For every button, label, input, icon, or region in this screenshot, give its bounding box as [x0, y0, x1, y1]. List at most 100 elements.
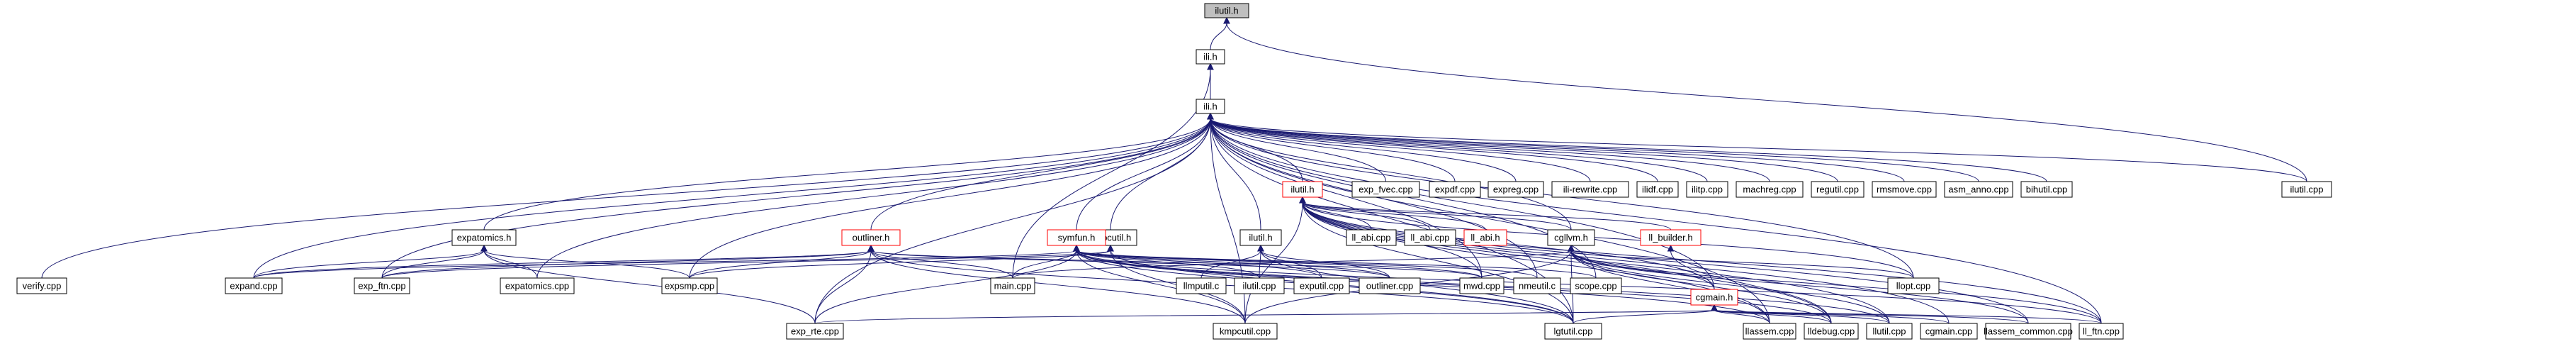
- node-label: symfun.h: [1058, 233, 1096, 243]
- node-label: kmpcutil.cpp: [1220, 326, 1271, 337]
- graph-node[interactable]: ll_abi.cpp: [1346, 229, 1397, 246]
- node-label: exputil.cpp: [1300, 281, 1344, 292]
- dependency-edge: [1210, 118, 1770, 324]
- graph-node[interactable]: ilutil.cpp: [2281, 181, 2332, 198]
- graph-node[interactable]: nmeutil.c: [1513, 277, 1561, 294]
- graph-node[interactable]: llmputil.c: [1176, 277, 1227, 294]
- graph-node[interactable]: machreg.cpp: [1736, 181, 1804, 198]
- dependency-edge: [1570, 250, 1832, 324]
- graph-node[interactable]: ll_builder.h: [1640, 229, 1702, 246]
- graph-node[interactable]: ilitp.cpp: [1686, 181, 1728, 198]
- node-label: bihutil.cpp: [2026, 184, 2068, 195]
- graph-node[interactable]: rmsmove.cpp: [1872, 181, 1937, 198]
- graph-node[interactable]: expatomics.cpp: [500, 277, 575, 294]
- graph-node[interactable]: outliner.cpp: [1359, 277, 1421, 294]
- graph-node[interactable]: main.cpp: [990, 277, 1035, 294]
- graph-node[interactable]: lgtutil.cpp: [1544, 323, 1602, 340]
- node-label: outliner.h: [853, 233, 890, 243]
- graph-node[interactable]: verify.cpp: [16, 277, 67, 294]
- graph-node[interactable]: expand.cpp: [225, 277, 283, 294]
- dependency-edge: [1570, 250, 2029, 324]
- dependency-edge: [1714, 309, 1770, 324]
- node-box: [1551, 181, 1629, 198]
- node-box: [1239, 229, 1282, 246]
- node-label: llassem.cpp: [1745, 326, 1794, 337]
- dependency-edge: [689, 250, 872, 279]
- dependency-edge: [1210, 118, 1456, 182]
- node-label: expreg.cpp: [1493, 184, 1539, 195]
- graph-node[interactable]: mwd.cpp: [1459, 277, 1504, 294]
- graph-node[interactable]: expatomics.h: [451, 229, 517, 246]
- graph-node[interactable]: lldebug.cpp: [1804, 323, 1859, 340]
- node-box: [2079, 323, 2124, 340]
- graph-node[interactable]: expsmp.cpp: [661, 277, 718, 294]
- graph-node[interactable]: expdf.cpp: [1429, 181, 1481, 198]
- graph-node[interactable]: llutil.cpp: [1866, 323, 1913, 340]
- graph-node[interactable]: ilutil.h: [1282, 181, 1323, 198]
- node-box: [1404, 229, 1456, 246]
- dependency-edge: [1302, 201, 1572, 231]
- node-box: [1743, 323, 1796, 340]
- graph-node[interactable]: llassem_common.cpp: [1984, 323, 2073, 340]
- graph-node[interactable]: exp_ftn.cpp: [354, 277, 410, 294]
- arrowhead-icon: [1223, 16, 1230, 24]
- graph-node[interactable]: ili.h: [1196, 99, 1225, 114]
- graph-node[interactable]: ilutil.h: [1239, 229, 1282, 246]
- graph-node[interactable]: ll_ftn.cpp: [2079, 323, 2124, 340]
- graph-node[interactable]: exputil.cpp: [1293, 277, 1350, 294]
- node-label: ll_abi.h: [1470, 233, 1500, 243]
- node-label: llutil.cpp: [1873, 326, 1906, 337]
- node-label: llopt.cpp: [1896, 281, 1930, 292]
- node-label: asm_anno.cpp: [1948, 184, 2008, 195]
- dependency-edge: [1210, 118, 2307, 182]
- graph-node[interactable]: cgllvm.h: [1547, 229, 1595, 246]
- node-label: machreg.cpp: [1743, 184, 1796, 195]
- dependency-edge: [1076, 250, 1770, 324]
- graph-node[interactable]: exp_rte.cpp: [786, 323, 844, 340]
- graph-node[interactable]: ll_abi.cpp: [1404, 229, 1456, 246]
- node-box: [1804, 323, 1859, 340]
- node-box: [1944, 181, 2013, 198]
- dependency-edge: [1076, 250, 1597, 279]
- graph-node[interactable]: symfun.h: [1047, 229, 1106, 246]
- node-label: ilidf.cpp: [1642, 184, 1673, 195]
- node-label: expand.cpp: [230, 281, 277, 292]
- graph-node[interactable]: ilutil.h: [1204, 3, 1249, 18]
- node-box: [1570, 277, 1622, 294]
- graph-node[interactable]: exp_fvec.cpp: [1351, 181, 1420, 198]
- dependency-edge: [483, 250, 816, 324]
- node-box: [1544, 323, 1602, 340]
- graph-node[interactable]: outliner.h: [841, 229, 901, 246]
- graph-node[interactable]: ili.h: [1196, 49, 1225, 65]
- arrowhead-icon: [1568, 244, 1575, 252]
- graph-node[interactable]: scope.cpp: [1570, 277, 1622, 294]
- graph-node[interactable]: llopt.cpp: [1887, 277, 1940, 294]
- graph-node[interactable]: ili-rewrite.cpp: [1551, 181, 1629, 198]
- node-label: verify.cpp: [23, 281, 62, 292]
- graph-node[interactable]: cgmain.h: [1690, 289, 1738, 306]
- graph-node[interactable]: regutil.cpp: [1811, 181, 1864, 198]
- graph-node[interactable]: llassem.cpp: [1743, 323, 1796, 340]
- graph-node[interactable]: expreg.cpp: [1487, 181, 1544, 198]
- dependency-edge: [1210, 118, 1483, 279]
- graph-node[interactable]: kmpcutil.cpp: [1213, 323, 1278, 340]
- arrowhead-icon: [1207, 112, 1214, 120]
- dependency-edge: [1302, 201, 1574, 324]
- graph-node[interactable]: cgmain.cpp: [1920, 323, 1978, 340]
- graph-node[interactable]: ilidf.cpp: [1636, 181, 1679, 198]
- graph-node[interactable]: asm_anno.cpp: [1944, 181, 2013, 198]
- node-box: [1686, 181, 1728, 198]
- dependency-edge: [1302, 201, 1431, 231]
- dependency-edge: [1670, 250, 1832, 324]
- dependency-edge: [483, 250, 690, 279]
- graph-node[interactable]: bihutil.cpp: [2020, 181, 2073, 198]
- graph-node[interactable]: ll_abi.h: [1463, 229, 1507, 246]
- node-label: cgllvm.h: [1554, 233, 1588, 243]
- node-box: [1047, 229, 1106, 246]
- dependency-edge: [1210, 22, 1227, 50]
- node-box: [1636, 181, 1679, 198]
- graph-node[interactable]: ilutil.cpp: [1234, 277, 1285, 294]
- node-label: ilitp.cpp: [1692, 184, 1723, 195]
- node-box: [1351, 181, 1420, 198]
- arrowhead-icon: [1107, 244, 1114, 252]
